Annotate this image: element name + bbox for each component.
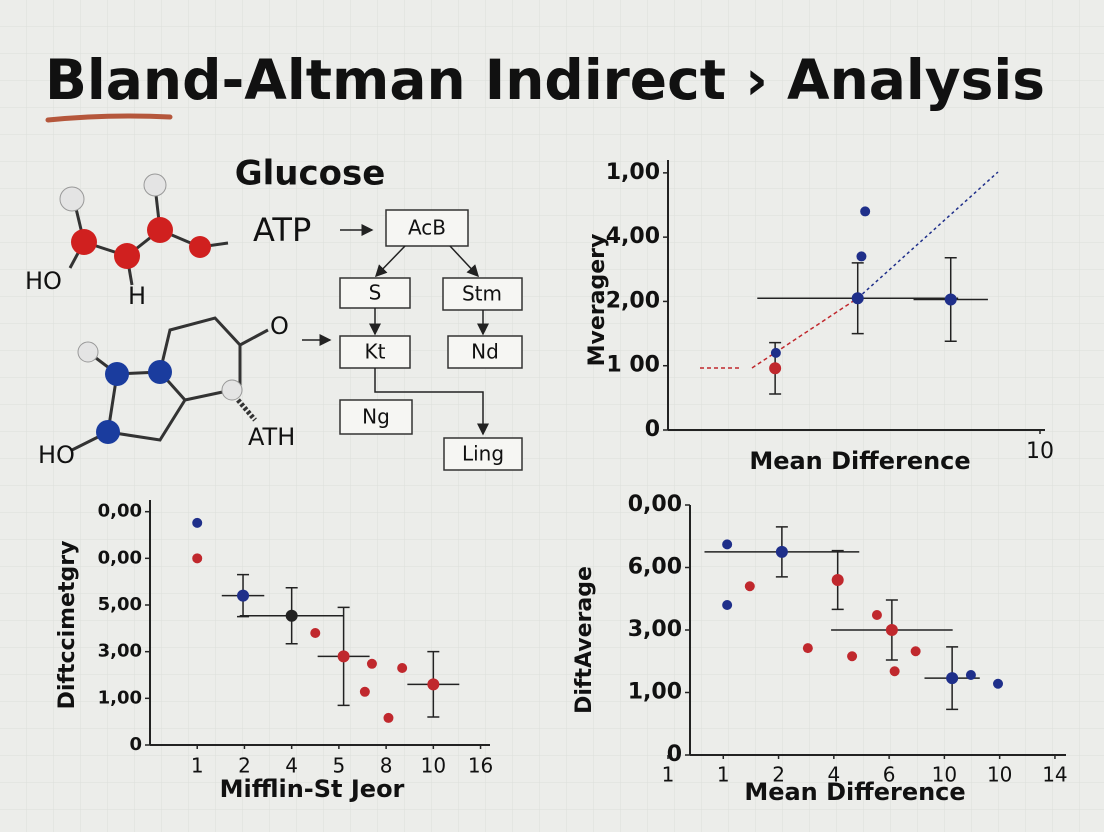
data-point: [946, 672, 959, 685]
data-point: [427, 678, 440, 691]
flow-box-label: Stm: [462, 282, 502, 306]
data-point: [337, 650, 350, 663]
data-point: [192, 517, 203, 528]
flow-box: [385, 209, 469, 247]
data-point: [285, 609, 298, 622]
y-axis-label: Diftccimetgry: [55, 541, 80, 710]
y-tick-label: 4,00: [606, 224, 660, 249]
x-tick-label: 6: [883, 763, 896, 787]
y-tick-label: 1,00: [98, 687, 142, 708]
data-point: [993, 678, 1004, 689]
data-point: [831, 574, 844, 586]
page-title: Bland-Altman Indirect › Analysis: [45, 48, 1045, 112]
underline: [45, 113, 173, 123]
x-tick-label: 1: [662, 763, 675, 787]
data-point: [871, 610, 882, 620]
data-point: [802, 643, 813, 654]
x-tick-label: 8: [380, 754, 393, 778]
flow-box: [339, 277, 411, 309]
atom-label: HO: [25, 267, 62, 295]
atom-label: O: [270, 312, 289, 340]
data-point: [965, 670, 976, 680]
flow-box-label: Kt: [365, 340, 386, 364]
x-tick-label: 1: [191, 754, 204, 778]
flow-box: [447, 335, 523, 369]
y-tick-label: 0: [667, 742, 682, 767]
flow-box: [442, 277, 523, 311]
x-tick-label: 2: [238, 754, 251, 778]
y-tick-label: 1 00: [606, 353, 660, 378]
data-point: [944, 293, 957, 306]
atom-label: HO: [38, 441, 75, 469]
data-point: [744, 581, 755, 592]
x-tick-label: 10: [1026, 439, 1054, 464]
y-tick-label: 1,00: [628, 680, 682, 705]
data-point: [192, 553, 203, 564]
flow-box-label: Ling: [462, 442, 504, 466]
trend-lines: [700, 171, 999, 369]
data-point: [237, 589, 250, 602]
flow-box-label: AcB: [408, 216, 446, 240]
data-point: [310, 628, 321, 638]
data-point: [383, 712, 394, 723]
x-tick-label: 5: [333, 754, 346, 778]
y-tick-label: 6,00: [628, 555, 682, 580]
flow-box: [443, 437, 523, 471]
data-point: [856, 251, 867, 262]
x-tick-label: 1: [717, 763, 730, 787]
data-point: [851, 292, 864, 305]
y-tick-label: 1,00: [606, 160, 660, 185]
y-tick-label: 2,00: [606, 288, 660, 313]
atom-label: H: [128, 282, 146, 310]
flow-box-label: Nd: [471, 340, 499, 364]
data-point: [889, 666, 900, 677]
data-point: [860, 206, 871, 217]
diagram-heading: Glucose: [235, 154, 386, 194]
data-point: [366, 658, 377, 669]
x-tick-label: 10: [932, 763, 957, 787]
y-axis-label: Mveragery: [585, 234, 610, 367]
atom-label: ATH: [248, 423, 295, 451]
x-tick-label: 4: [285, 754, 298, 778]
data-point: [847, 651, 858, 662]
flow-box-label: Ng: [362, 405, 390, 429]
y-axis-label: DiftAverage: [572, 566, 597, 714]
flow-box: [339, 399, 413, 435]
x-tick-label: 14: [1042, 763, 1067, 787]
y-tick-label: 0: [645, 417, 660, 442]
data-point: [885, 624, 898, 636]
x-tick-label: 16: [468, 754, 493, 778]
x-tick-label: 10: [987, 763, 1012, 787]
flow-box-label: S: [369, 281, 382, 305]
data-point: [722, 600, 733, 610]
x-axis-label: Mean Difference: [744, 778, 965, 806]
y-tick-label: 3,00: [628, 617, 682, 642]
data-point: [910, 646, 921, 657]
y-tick-label: 0,00: [628, 492, 682, 517]
y-tick-label: 0,00: [98, 501, 142, 522]
y-tick-label: 3,00: [98, 641, 142, 662]
y-tick-label: 0: [129, 734, 142, 755]
data-point: [397, 663, 408, 673]
flowchart: AcB S Stm Kt Nd Ng Ling: [339, 209, 523, 471]
x-axis-label: Mean Difference: [749, 447, 970, 475]
data-point: [775, 545, 788, 558]
y-tick-label: 0,00: [98, 547, 142, 568]
data-point: [769, 362, 782, 375]
x-tick-label: 2: [772, 763, 785, 787]
x-axis-label: Mifflin-St Jeor: [220, 775, 405, 803]
x-tick-label: 10: [421, 754, 446, 778]
x-tick-label: 4: [827, 763, 840, 787]
data-point: [770, 347, 781, 358]
data-point: [359, 686, 370, 697]
atp-label: ATP: [253, 211, 311, 249]
y-tick-label: 5,00: [98, 594, 142, 615]
data-point: [722, 539, 733, 550]
molecule-diagram: Glucose HO H O HO ATH ATP: [25, 154, 385, 470]
